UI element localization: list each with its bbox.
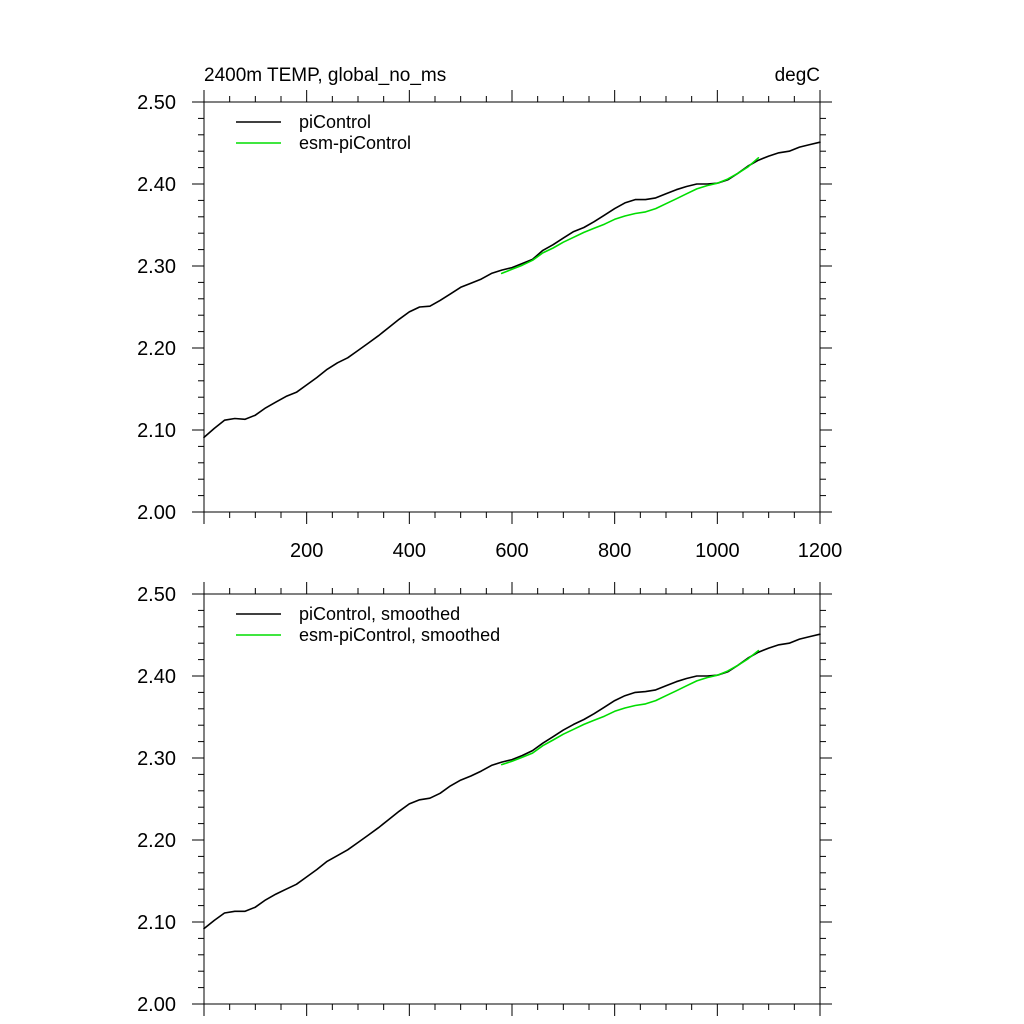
y-tick-label: 2.50 — [137, 92, 176, 114]
legend-label: piControl — [299, 112, 371, 132]
y-tick-label: 2.30 — [137, 748, 176, 770]
y-tick-labels: 2.00 2.10 2.20 2.30 2.40 2.50 — [137, 92, 176, 524]
legend-label: esm-piControl, smoothed — [299, 625, 500, 645]
top-panel: 2400m TEMP, global_no_ms degC 2.002.102.… — [137, 65, 842, 562]
axis-ticks — [192, 90, 832, 524]
plot-frame — [203, 593, 821, 1005]
series-line-picontrol — [203, 141, 821, 439]
x-tick-label: 600 — [495, 540, 528, 562]
series-line-esm-picontrol — [500, 157, 760, 275]
legend-label: esm-piControl — [299, 133, 411, 153]
x-tick-label: 200 — [290, 540, 323, 562]
chart-units-label: degC — [775, 65, 820, 86]
y-tick-label: 2.00 — [137, 502, 176, 524]
legend-label: piControl, smoothed — [299, 604, 460, 624]
y-tick-label: 2.30 — [137, 256, 176, 278]
axis-ticks — [192, 582, 832, 1016]
y-tick-label: 2.10 — [137, 912, 176, 934]
y-tick-label: 2.50 — [137, 584, 176, 606]
x-tick-labels: 200 400 600 800 1000 1200 — [290, 540, 842, 562]
x-tick-label: 1200 — [798, 540, 843, 562]
y-tick-label: 2.40 — [137, 174, 176, 196]
y-tick-label: 2.40 — [137, 666, 176, 688]
series-line-picontrol — [203, 633, 821, 930]
x-tick-label: 800 — [598, 540, 631, 562]
bottom-panel: 2.00 2.10 2.20 2.30 2.40 2.50 piControl, smoo… — [137, 582, 832, 1016]
chart-title-left: 2400m TEMP, global_no_ms — [204, 65, 446, 86]
x-tick-label: 400 — [393, 540, 426, 562]
y-tick-labels: 2.00 2.10 2.20 2.30 2.40 2.50 — [137, 584, 176, 1016]
x-tick-label: 1000 — [695, 540, 740, 562]
y-tick-label: 2.00 — [137, 994, 176, 1016]
y-tick-label: 2.20 — [137, 338, 176, 360]
plot-frame — [203, 101, 821, 513]
y-tick-label: 2.10 — [137, 420, 176, 442]
series-lines — [203, 633, 821, 930]
series-lines — [203, 141, 821, 439]
y-tick-label: 2.20 — [137, 830, 176, 852]
series-line-esm-picontrol — [500, 649, 760, 766]
